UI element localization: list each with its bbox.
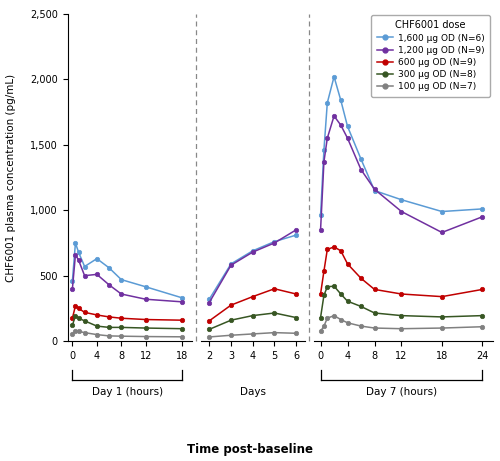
- Legend: 1,600 μg OD (N=6), 1,200 μg OD (N=9), 600 μg OD (N=9), 300 μg OD (N=8), 100 μg O: 1,600 μg OD (N=6), 1,200 μg OD (N=9), 60…: [372, 15, 490, 97]
- Text: Time post-baseline: Time post-baseline: [187, 443, 313, 456]
- Text: CHF6001 plasma concentration (pg/mL): CHF6001 plasma concentration (pg/mL): [6, 73, 16, 282]
- Text: Day 1 (hours): Day 1 (hours): [92, 387, 163, 397]
- Text: Days: Days: [240, 387, 266, 397]
- Text: Day 7 (hours): Day 7 (hours): [366, 387, 437, 397]
